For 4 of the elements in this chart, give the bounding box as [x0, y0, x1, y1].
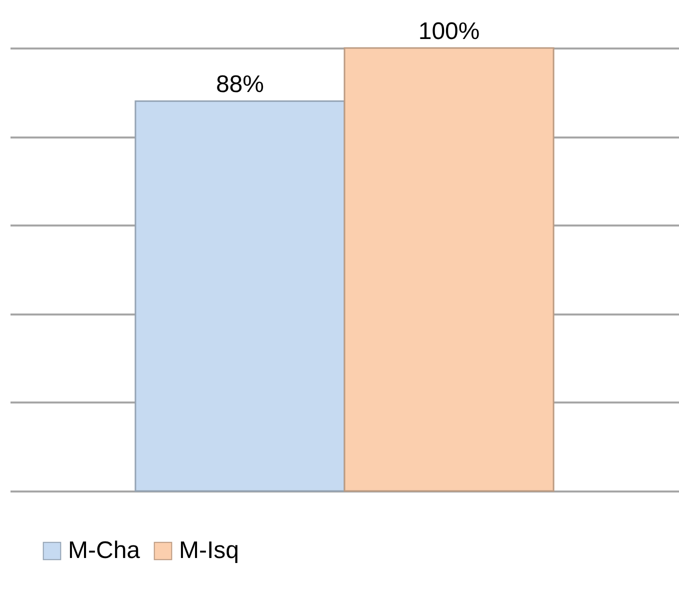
data-label: 100% [418, 18, 480, 45]
legend-label: M-Isq [179, 537, 239, 564]
data-label: 88% [216, 71, 264, 98]
legend-label: M-Cha [68, 537, 141, 564]
